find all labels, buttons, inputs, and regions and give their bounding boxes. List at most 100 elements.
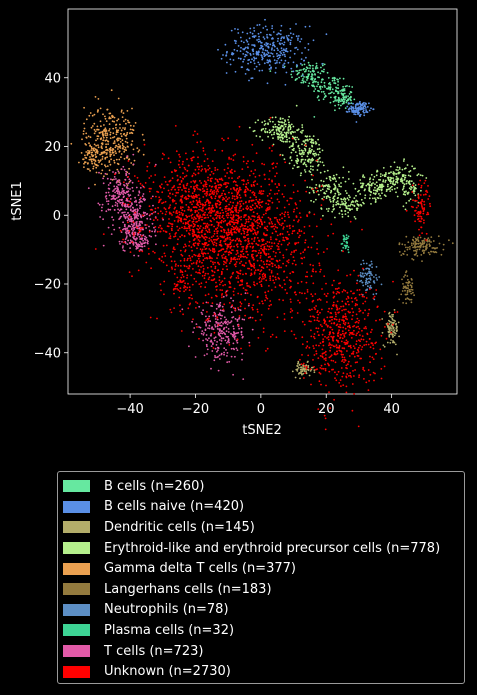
point [370,184,373,186]
point [332,197,334,200]
point [211,242,214,244]
point [271,129,273,132]
point [362,182,365,185]
point [295,216,298,219]
point [390,180,393,183]
point [337,103,340,106]
point [376,169,379,172]
point [119,123,121,126]
point [172,246,175,249]
point [129,225,132,228]
point [154,234,157,237]
point [136,208,139,211]
point [112,190,114,193]
point [283,41,286,44]
point [223,240,226,243]
point [251,222,254,224]
point [234,153,237,156]
point [141,195,144,198]
point [299,234,301,237]
point [140,238,143,241]
point [315,225,318,228]
point [246,179,249,182]
point [256,254,259,257]
point [315,62,318,65]
point [363,202,365,205]
point [95,166,98,169]
point [388,330,391,333]
point [140,200,142,203]
point [278,218,281,221]
point [137,194,140,197]
point [204,168,206,170]
point [205,200,208,203]
point [290,123,293,126]
point [306,271,308,273]
point [231,52,234,54]
point [113,136,116,138]
point [274,62,277,65]
point [116,181,118,183]
point [340,92,343,95]
point [278,61,281,64]
point [258,23,261,26]
point [300,149,303,152]
point [238,186,241,189]
point [364,102,367,105]
point [207,252,210,255]
point [115,124,117,126]
point [249,61,252,64]
point [231,172,234,174]
point [137,217,139,220]
point [329,101,332,104]
point [211,270,214,273]
point [281,125,284,128]
point [149,208,152,211]
point [130,162,133,164]
point [296,166,299,169]
point [127,214,130,217]
point [222,322,225,325]
point [283,279,285,281]
point [295,368,298,371]
point [116,199,119,202]
point [247,189,250,191]
point [294,47,296,49]
point [245,262,247,264]
point [181,234,183,237]
point [99,216,101,218]
point [131,181,134,184]
point [315,142,318,145]
point [253,272,256,275]
point [403,178,406,181]
point [272,167,275,170]
point [283,66,285,69]
point [228,280,231,283]
point [271,232,274,235]
point [114,204,117,207]
point [258,51,260,54]
point [262,48,264,51]
point [252,172,255,175]
point [219,203,222,206]
point [216,356,218,359]
point [89,136,92,139]
point [167,195,170,198]
point [258,302,261,305]
point [248,228,251,230]
point [210,296,213,299]
point [265,234,268,236]
point [359,193,362,195]
point [216,346,219,349]
point [190,274,193,277]
point [338,212,341,215]
point [289,32,292,35]
point [262,239,265,242]
point [241,224,243,227]
point [361,272,364,275]
point [183,259,186,262]
point [253,57,256,60]
point [226,355,228,357]
point [365,109,367,111]
point [220,353,223,356]
